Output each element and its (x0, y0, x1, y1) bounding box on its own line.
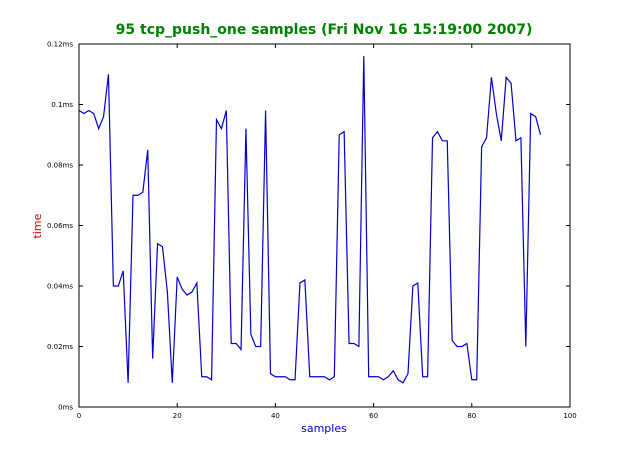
x-tick-label: 80 (467, 412, 476, 420)
x-tick-label: 0 (77, 412, 81, 420)
plot-area (78, 56, 542, 384)
y-tick-label: 0.1ms (51, 101, 73, 109)
y-tick-label: 0.04ms (47, 283, 73, 291)
x-tick-label: 40 (271, 412, 280, 420)
y-tick-label: 0.06ms (47, 222, 73, 230)
y-tick-label: 0ms (58, 404, 73, 412)
x-axis-label: samples (301, 422, 347, 435)
chart-title: 95 tcp_push_one samples (Fri Nov 16 15:1… (116, 22, 533, 38)
y-tick-label: 0.12ms (47, 41, 73, 49)
x-tick-label: 60 (369, 412, 378, 420)
y-tick-label: 0.08ms (47, 162, 73, 170)
axes-frame (78, 43, 571, 408)
x-tick-label: 100 (563, 412, 576, 420)
x-tick-label: 20 (173, 412, 182, 420)
y-axis-ticks: 0ms 0.02ms 0.04ms 0.06ms 0.08ms 0.1ms 0.12ms (47, 41, 570, 412)
y-axis-label: time (31, 213, 44, 238)
y-tick-label: 0.02ms (47, 343, 73, 351)
series-line (78, 56, 542, 384)
